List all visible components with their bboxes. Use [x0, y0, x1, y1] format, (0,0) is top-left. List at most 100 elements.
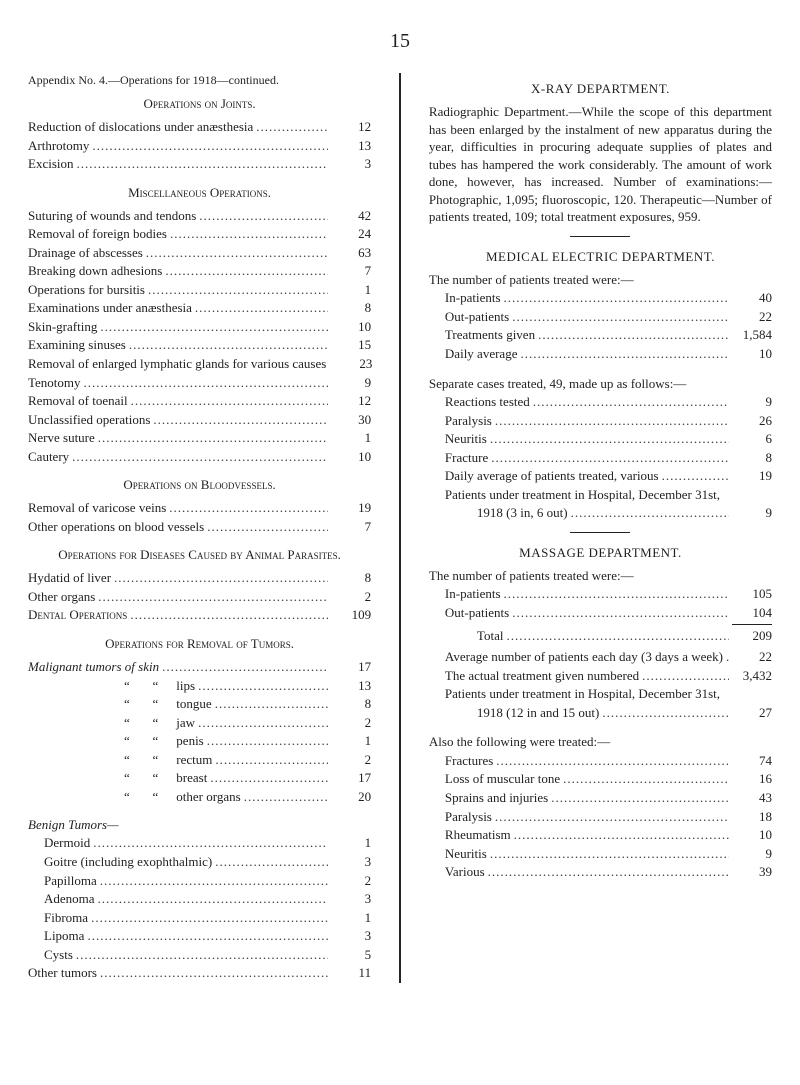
- entry-value: 3: [331, 890, 371, 908]
- entry-label: In-patients: [445, 585, 501, 603]
- leader-dots: ........................................…: [533, 393, 729, 411]
- leader-dots: ........................................…: [495, 808, 729, 826]
- leader-dots: ........................................…: [495, 412, 729, 430]
- entry-value: 40: [732, 289, 772, 307]
- rule: [570, 532, 630, 533]
- medical-separate-rows: Reactions tested........................…: [429, 393, 772, 485]
- leader-dots: ........................................…: [92, 137, 328, 155]
- entry: Neuritis................................…: [429, 430, 772, 448]
- entry-label: Sprains and injuries: [445, 789, 548, 807]
- entry: Other tumors............................…: [28, 964, 371, 982]
- entry-value: 8: [331, 695, 371, 713]
- entry-value: 3: [331, 155, 371, 173]
- section-title: Operations on Joints.: [28, 96, 371, 112]
- leader-dots: ........................................…: [146, 244, 328, 262]
- entry: Breaking down adhesions.................…: [28, 262, 371, 280]
- entry: Daily average...........................…: [429, 345, 772, 363]
- entry-value: 2: [331, 714, 371, 732]
- entry: “ “rectum...............................…: [28, 751, 371, 769]
- entry-label: The actual treatment given numbered: [445, 667, 639, 685]
- entry-label: Skin-grafting: [28, 318, 97, 336]
- medical-separate-intro: Separate cases treated, 49, made up as f…: [429, 375, 772, 393]
- leader-dots: ........................................…: [491, 449, 729, 467]
- entry: Nerve suture............................…: [28, 429, 371, 447]
- entry: Excision................................…: [28, 155, 371, 173]
- entry-value: 15: [331, 336, 371, 354]
- entry-value: 2: [331, 751, 371, 769]
- leader-dots: ........................................…: [504, 585, 729, 603]
- leader-dots: ........................................…: [642, 667, 729, 685]
- entry-value: 209: [732, 627, 772, 645]
- section-entries: Reduction of dislocations under anæsthes…: [28, 118, 371, 173]
- leader-dots: ........................................…: [490, 430, 729, 448]
- entry-value: 9: [732, 845, 772, 863]
- leader-dots: ........................................…: [210, 769, 328, 787]
- entry: Other operations on blood vessels.......…: [28, 518, 371, 536]
- leader-dots: ........................................…: [131, 392, 328, 410]
- leader-dots: ........................................…: [662, 467, 729, 485]
- entry-label: Daily average of patients treated, vario…: [445, 467, 659, 485]
- leader-dots: ........................................…: [563, 770, 729, 788]
- entry-value: 13: [331, 137, 371, 155]
- page-number: 15: [28, 30, 772, 53]
- entry: Cautery.................................…: [28, 448, 371, 466]
- section-title: Miscellaneous Operations.: [28, 185, 371, 201]
- ditto-marks: “ “: [124, 769, 158, 787]
- leader-dots: ........................................…: [148, 281, 328, 299]
- entry: Loss of muscular tone...................…: [429, 770, 772, 788]
- entry: Drainage of abscesses...................…: [28, 244, 371, 262]
- leader-dots: ........................................…: [198, 677, 328, 695]
- entry-value: 3: [331, 853, 371, 871]
- xray-text: Radiographic Department.—While the scope…: [429, 104, 772, 224]
- entry-value: 18: [732, 808, 772, 826]
- medical-intro: The number of patients treated were:—: [429, 271, 772, 289]
- entry-label: Other tumors: [28, 964, 97, 982]
- entry-label: Examinations under anæsthesia: [28, 299, 192, 317]
- entry-value: 10: [732, 345, 772, 363]
- leader-dots: ........................................…: [215, 695, 328, 713]
- leader-dots: ........................................…: [506, 627, 729, 645]
- entry-label: Average number of patients each day (3 d…: [445, 648, 723, 666]
- entry: In-patients.............................…: [429, 289, 772, 307]
- page: 15 Appendix No. 4.—Operations for 1918—c…: [0, 0, 800, 1023]
- entry-value: 1: [331, 732, 371, 750]
- entry: Out-patients............................…: [429, 604, 772, 622]
- leader-dots: ........................................…: [496, 752, 729, 770]
- entry-value: 30: [331, 411, 371, 429]
- leader-dots: ........................................…: [207, 518, 328, 536]
- entry-value: 6: [732, 430, 772, 448]
- entry-value: 10: [331, 448, 371, 466]
- entry: Removal of foreign bodies...............…: [28, 225, 371, 243]
- appendix-line: Appendix No. 4.—Operations for 1918—cont…: [28, 73, 371, 88]
- entry-label: Removal of foreign bodies: [28, 225, 167, 243]
- entry-label: Adenoma: [44, 890, 95, 908]
- leader-dots: ........................................…: [490, 845, 729, 863]
- leader-dots: ........................................…: [98, 890, 329, 908]
- entry: “ “tongue...............................…: [28, 695, 371, 713]
- entry: Skin-grafting...........................…: [28, 318, 371, 336]
- entry-value: 109: [331, 606, 371, 624]
- entry-value: 1,584: [732, 326, 772, 344]
- entry-label: 1918 (12 in and 15 out): [477, 704, 599, 722]
- massage-title: MASSAGE DEPARTMENT.: [429, 545, 772, 561]
- entry: Rheumatism..............................…: [429, 826, 772, 844]
- entry-value: 11: [331, 964, 371, 982]
- entry-value: 12: [331, 118, 371, 136]
- leader-dots: ........................................…: [77, 155, 329, 173]
- entry-label: Removal of varicose veins: [28, 499, 166, 517]
- entry: Daily average of patients treated, vario…: [429, 467, 772, 485]
- leader-dots: ........................................…: [91, 909, 328, 927]
- entry-label: Out-patients: [445, 308, 509, 326]
- entry-label: Examining sinuses: [28, 336, 126, 354]
- leader-dots: ........................................…: [215, 853, 328, 871]
- italic-text: Benign Tumors—: [28, 817, 119, 832]
- leader-dots: ........................................…: [100, 964, 328, 982]
- entry: Goitre (including exophthalmic).........…: [28, 853, 371, 871]
- leader-dots: ........................................…: [520, 345, 729, 363]
- leader-dots: ........................................…: [129, 336, 328, 354]
- entry-value: 9: [331, 374, 371, 392]
- entry-value: 9: [732, 393, 772, 411]
- leader-dots: ........................................…: [256, 118, 328, 136]
- entry-label: Breaking down adhesions: [28, 262, 162, 280]
- entry-label: Daily average: [445, 345, 518, 363]
